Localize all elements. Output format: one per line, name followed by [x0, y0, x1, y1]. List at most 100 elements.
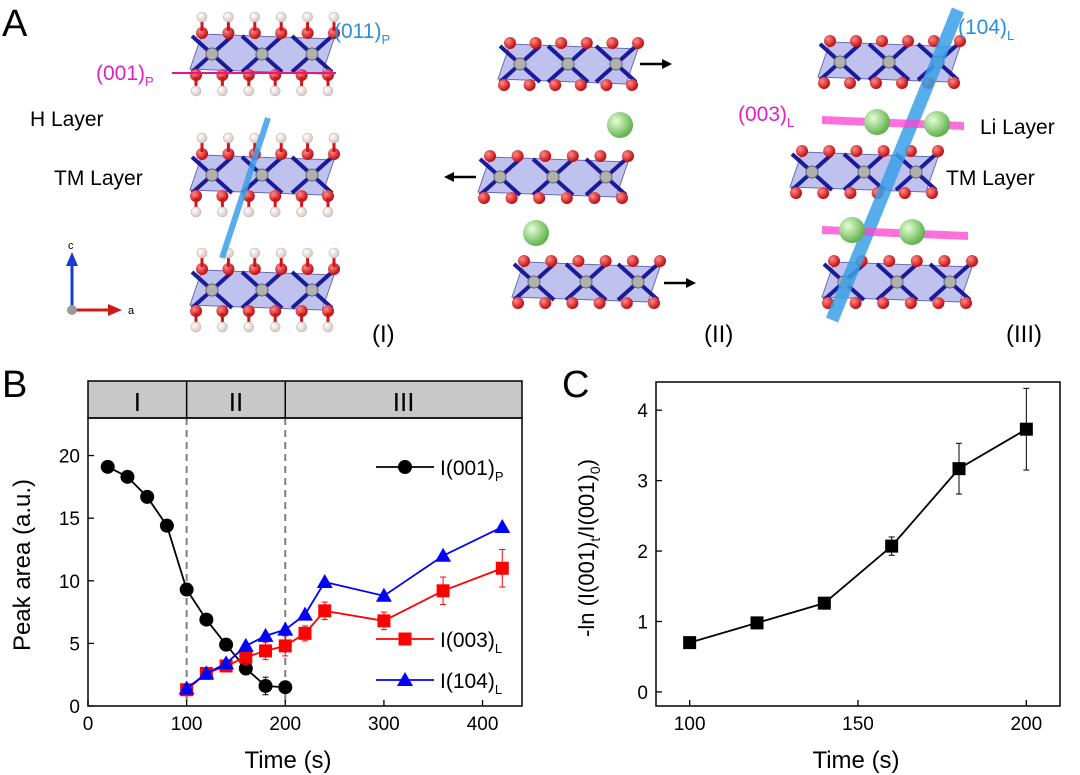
legend-entry: I(003)L	[376, 629, 502, 656]
data-point	[398, 460, 412, 474]
series	[100, 459, 293, 696]
oxygen-atom	[648, 297, 660, 309]
data-point	[297, 606, 313, 621]
data-point	[494, 518, 511, 533]
lithium-ion	[924, 111, 950, 137]
stage-bar-background	[87, 380, 523, 419]
plot-frame	[655, 381, 1061, 707]
oxygen-atom	[539, 150, 552, 162]
panel-a-structure: A (001)P (011)P H Layer TM Layer c a (I)…	[2, 3, 1055, 348]
series-line	[107, 466, 286, 689]
hydrogen-atom	[328, 132, 340, 144]
oxygen-atom	[593, 297, 606, 309]
oxygen-atom	[222, 27, 235, 39]
oxygen-atom	[504, 37, 516, 49]
data-point	[495, 561, 509, 575]
x-tick-label: 100	[674, 714, 706, 735]
lithium-ions-iii	[839, 109, 950, 245]
oxygen-atom	[533, 192, 546, 204]
data-point	[377, 614, 391, 628]
oxygen-atom	[322, 190, 334, 202]
oxygen-atom	[555, 37, 568, 49]
oxygen-atom	[849, 297, 862, 309]
hydrogen-atom	[275, 11, 287, 23]
oxygen-atom	[594, 150, 607, 162]
tm-atom	[205, 283, 219, 297]
arrow-left-middle	[444, 172, 476, 182]
hydrogen-atom	[243, 206, 255, 218]
legend-subscript: L	[495, 682, 502, 697]
y-tick-label: 0	[69, 697, 80, 718]
panel-b-xlabel: Time (s)	[244, 747, 331, 774]
legend-entry: I(001)P	[376, 457, 504, 484]
data-point	[885, 539, 899, 553]
arrow-right-bottom	[664, 278, 696, 288]
oxygen-atom	[301, 27, 314, 39]
hydrogen-atom	[322, 321, 334, 333]
lithium-ion	[607, 112, 633, 138]
hydrogen-atom	[296, 321, 307, 333]
data-point	[179, 582, 194, 597]
tm-slab	[189, 247, 340, 333]
structure-ii	[477, 37, 666, 309]
panel-b-legend: I(001)PI(003)LI(104)L	[376, 457, 504, 697]
structure-i	[189, 11, 340, 333]
oxygen-atom	[484, 150, 496, 162]
tm-atom	[527, 275, 541, 289]
oxygen-atom	[301, 263, 314, 275]
data-point	[298, 626, 312, 640]
data-point	[750, 616, 764, 630]
hydrogen-atom	[217, 85, 228, 97]
hydrogen-atom	[322, 206, 334, 218]
data-point	[375, 587, 392, 602]
legend-subscript: P	[495, 469, 504, 484]
data-point	[239, 650, 253, 664]
tm-slab	[189, 11, 340, 97]
tm-slab	[189, 132, 340, 218]
oxygen-atom	[844, 187, 857, 199]
oxygen-atom	[545, 255, 558, 267]
x-tick-label: 200	[1010, 714, 1042, 735]
data-point	[259, 644, 273, 658]
hydrogen-atom	[243, 85, 255, 97]
y-tick-label: 4	[637, 401, 648, 422]
oxygen-atom	[248, 263, 261, 275]
data-point	[258, 678, 273, 693]
lithium-ion	[523, 220, 549, 246]
oxygen-atom	[478, 192, 490, 204]
oxygen-atom	[566, 150, 579, 162]
hydrogen-atom	[328, 247, 340, 259]
oxygen-atom	[275, 27, 288, 39]
oxygen-atom	[850, 35, 862, 47]
hydrogen-atom	[296, 85, 307, 97]
panel-b-axes: 0 100 200 300 400 0 5 10 15 20	[59, 417, 523, 735]
data-point	[817, 596, 831, 610]
data-point	[318, 604, 332, 618]
oxygen-atom	[844, 77, 856, 89]
oxygen-atom	[196, 148, 208, 160]
hydrogen-atom	[196, 11, 208, 23]
data-point	[277, 621, 294, 636]
data-point	[199, 612, 214, 627]
hydrogen-atom	[217, 321, 228, 333]
oxygen-atom	[498, 79, 510, 91]
lithium-ion	[899, 219, 925, 245]
axis-indicator: c a	[66, 240, 135, 317]
tm-atom	[205, 168, 219, 182]
tm-atom	[255, 283, 269, 297]
y-tick-label: 1	[637, 612, 648, 633]
tm-atom	[833, 55, 847, 69]
tm-atom	[909, 165, 923, 179]
tm-atom	[205, 47, 219, 61]
tm-atom	[882, 55, 896, 69]
oxygen-atom	[216, 305, 229, 317]
oxygen-atom	[588, 192, 601, 204]
panel-b-label: B	[2, 364, 27, 406]
oxygen-atom	[818, 77, 830, 89]
oxygen-atom	[600, 79, 613, 91]
hydrogen-atom	[302, 247, 313, 259]
oxygen-atom	[932, 297, 945, 309]
data-point	[278, 680, 293, 695]
x-tick-label: 100	[171, 714, 203, 735]
hydrogen-atom	[302, 132, 313, 144]
